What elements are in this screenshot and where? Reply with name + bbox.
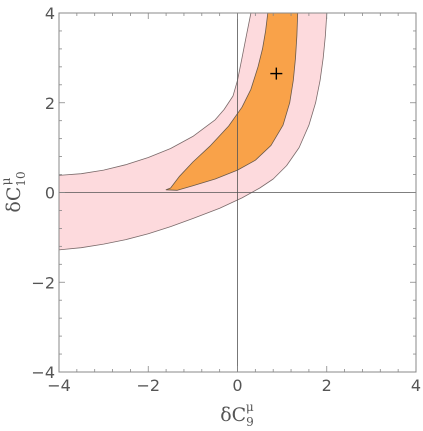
y-tick-label: 2 [45,94,55,113]
y-axis-label-sub: 10 [14,171,28,186]
y-tick-label: 4 [45,4,55,23]
y-axis-label: δC10μ [0,171,28,212]
y-tick-label: −2 [31,273,55,292]
best-fit-marker [270,67,283,80]
reference-lines [59,13,416,372]
x-tick-label: −2 [136,376,160,395]
y-axis-label-base: δC [3,187,25,213]
x-axis-label: δC9μ [220,400,254,429]
y-tick-label: −4 [31,363,55,382]
axis-ticks [58,12,417,373]
x-axis-label-base: δC [220,404,246,426]
x-tick-label: 4 [411,376,421,395]
y-tick-label: 0 [45,184,55,203]
x-axis-label-sup: μ [246,400,254,414]
x-tick-label: −4 [47,376,71,395]
x-tick-label: 2 [322,376,332,395]
x-axis-label-sub: 9 [246,415,254,429]
confidence-regions [59,13,328,251]
x-tick-label: 0 [232,376,242,395]
y-axis-label-sup: μ [0,177,13,185]
region-inner [165,13,299,191]
tick-labels: −4 −2 0 2 4 −4 −2 0 2 4 [31,4,421,395]
